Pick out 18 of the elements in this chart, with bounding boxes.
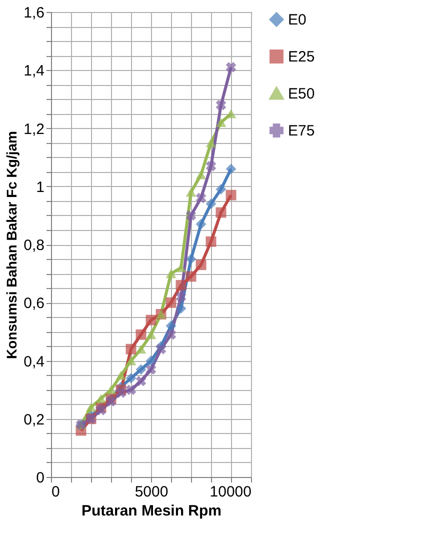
y-axis-title: Konsumsi Bahan Bakar Fc Kg/jam [4,131,20,359]
legend-label: E25 [288,48,315,66]
x-axis-title: Putaran Mesin Rpm [81,502,222,520]
y-tick-label: 0,4 [24,353,44,370]
y-tick-label: 1 [36,178,44,196]
legend-label: E0 [288,12,306,28]
y-tick-label: 0,6 [24,295,44,312]
y-tick-label: 0,8 [24,237,44,254]
x-tick-label: 5000 [134,484,168,500]
y-tick-label: 1,2 [24,120,44,138]
legend-label: E75 [288,122,315,140]
x-tick-label: 10000 [210,484,252,500]
y-tick-label: 1,6 [24,4,44,22]
legend-label: E50 [288,86,315,102]
x-tick-label: 0 [52,484,60,500]
y-tick-label: 1,4 [24,62,44,80]
y-tick-label: 0,2 [24,411,44,428]
y-tick-label: 0 [36,470,44,486]
